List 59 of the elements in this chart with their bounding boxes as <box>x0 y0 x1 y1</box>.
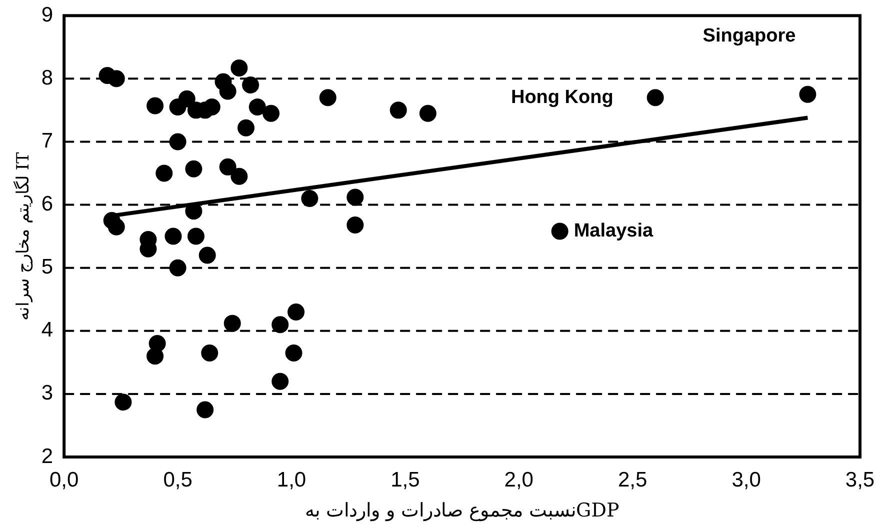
point <box>178 90 196 108</box>
y-tick-label: 5 <box>41 256 54 279</box>
point <box>201 344 218 362</box>
point <box>156 164 173 182</box>
point <box>262 104 280 122</box>
y-axis-title: لگاریتم مخارج سرانه IT <box>12 152 34 320</box>
x-tick-label: 0,5 <box>163 468 192 492</box>
point <box>646 89 664 106</box>
y-tick-label: 2 <box>41 444 54 468</box>
point <box>108 70 125 88</box>
x-tick-label: 1,5 <box>390 468 420 492</box>
point <box>346 188 364 206</box>
x-tick-label: 1,0 <box>276 468 306 492</box>
point <box>169 259 186 276</box>
annotation: Malaysia <box>574 220 654 242</box>
point <box>196 401 214 418</box>
point <box>164 228 182 245</box>
point <box>238 119 255 136</box>
y-tick-label: 9 <box>41 3 54 26</box>
annotation: Singapore <box>702 26 796 47</box>
point <box>198 246 216 264</box>
x-tick-label: 2,0 <box>504 468 534 492</box>
x-axis-title: نسبت مجموع صادرات و واردات بهGDP <box>304 500 620 522</box>
point <box>219 158 236 176</box>
point <box>230 59 248 76</box>
y-tick-label: 7 <box>41 130 54 153</box>
annotation: Hong Kong <box>510 86 614 108</box>
point <box>146 97 164 114</box>
point <box>187 228 204 245</box>
point <box>242 76 260 94</box>
point <box>146 348 164 365</box>
point <box>185 160 202 178</box>
y-tick-label: 6 <box>41 192 54 216</box>
point <box>288 303 305 320</box>
y-tick-label: 8 <box>41 66 54 90</box>
point <box>272 316 289 334</box>
point <box>551 222 568 240</box>
point <box>419 104 436 122</box>
point <box>224 314 241 332</box>
point <box>301 190 318 207</box>
y-tick-label: 3 <box>41 382 54 405</box>
point <box>219 82 236 100</box>
point <box>203 98 220 116</box>
point <box>114 394 132 411</box>
point <box>230 168 248 185</box>
point <box>390 102 407 119</box>
point <box>319 89 336 106</box>
point <box>108 218 125 236</box>
point <box>169 133 186 150</box>
point <box>346 216 364 234</box>
point <box>248 98 266 116</box>
point <box>272 372 289 390</box>
point <box>285 344 302 362</box>
x-tick-label: 3,0 <box>732 468 761 492</box>
point <box>799 86 816 103</box>
x-tick-label: 3,5 <box>845 468 875 492</box>
y-tick-label: 4 <box>41 318 54 342</box>
x-tick-label: 2,5 <box>618 468 648 492</box>
x-tick-label: 0,0 <box>49 468 79 492</box>
